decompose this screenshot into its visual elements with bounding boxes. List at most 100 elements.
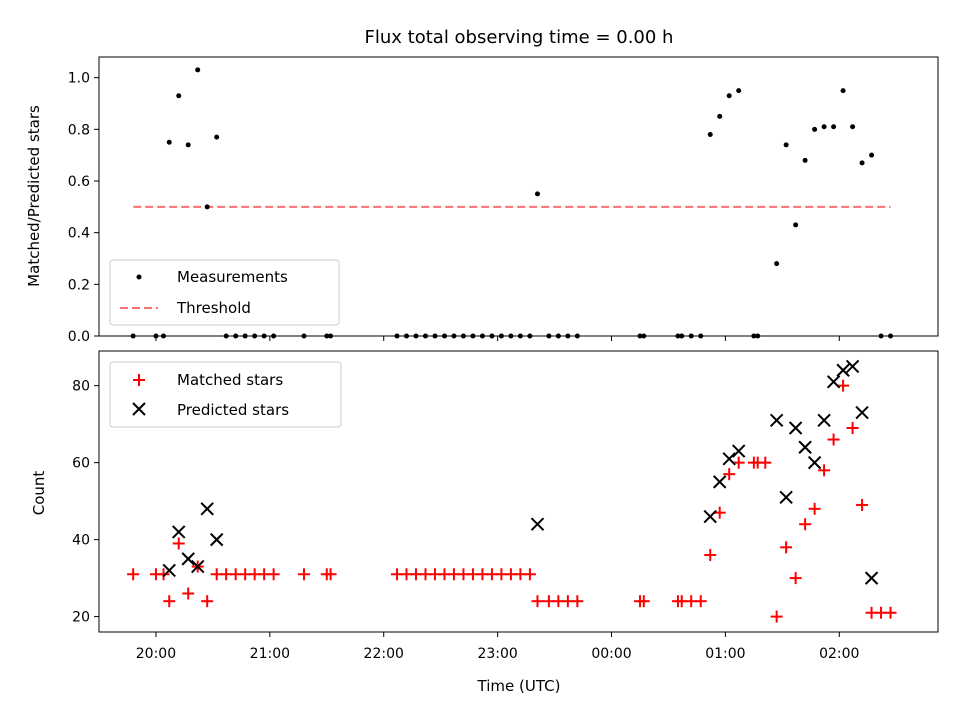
matched-star-point	[571, 595, 584, 608]
bottom-panel: 20 40 60 80 20:00 21:00 22:00 23:00 00:00 01:00 0…	[30, 350, 939, 695]
matched-star-point	[837, 379, 850, 392]
legend-predicted-label: Predicted stars	[177, 401, 289, 419]
x-tick-label: 01:00	[705, 646, 745, 662]
x-tick-label: 23:00	[477, 646, 517, 662]
bottom-y-axis-label: Count	[30, 471, 48, 516]
x-tick-label: 22:00	[364, 646, 404, 662]
measurement-point	[204, 204, 210, 210]
x-tick-label: 02:00	[819, 646, 859, 662]
bottom-y-axis: 20 40 60 80	[72, 379, 99, 626]
bottom-plot-frame	[98, 350, 939, 633]
predicted-star-point	[530, 517, 545, 531]
measurement-point	[717, 113, 723, 119]
predicted-star-point	[836, 363, 850, 377]
matched-star-point	[759, 456, 772, 469]
predicted-star-point	[731, 444, 746, 458]
legend-measurements-marker	[136, 274, 142, 280]
matched-star-point	[637, 595, 650, 608]
top-plot-frame	[98, 56, 939, 337]
matched-star-point	[127, 568, 140, 581]
matched-star-point	[713, 506, 726, 519]
measurement-point	[831, 124, 837, 130]
predicted-star-point	[181, 552, 195, 566]
predicted-star-point	[788, 421, 803, 435]
matched-star-point	[324, 568, 337, 581]
predicted-star-point	[172, 525, 186, 539]
measurement-point	[859, 160, 865, 166]
predicted-star-point	[845, 359, 860, 374]
bottom-y-tick-label: 80	[72, 379, 90, 395]
matched-star-point	[182, 587, 195, 600]
predicted-star-point	[855, 405, 869, 420]
measurement-point	[185, 142, 191, 148]
predicted-star-point	[703, 509, 717, 524]
predicted-star-point	[779, 490, 793, 504]
predicted-star-point	[798, 440, 812, 454]
measurement-point	[195, 67, 201, 73]
matched-star-point	[172, 537, 185, 550]
x-tick-label: 21:00	[250, 646, 290, 662]
predicted-star-point	[209, 532, 224, 547]
predicted-star-point	[826, 375, 841, 389]
top-y-tick-label: 0.0	[68, 329, 90, 345]
legend-matched-label: Matched stars	[177, 371, 283, 389]
legend-threshold-label: Threshold	[176, 299, 251, 317]
matched-star-point	[298, 568, 311, 581]
top-legend: Measurements Threshold	[109, 259, 340, 326]
top-y-tick-label: 0.4	[68, 226, 90, 242]
matched-star-point	[163, 595, 176, 608]
measurement-point	[166, 139, 172, 145]
measurement-point	[869, 152, 875, 158]
measurement-point	[812, 126, 818, 132]
predicted-star-point	[864, 571, 879, 585]
legend-predicted-marker	[132, 402, 146, 416]
chart-title: Flux total observing time = 0.00 h	[365, 27, 674, 48]
predicted-star-point	[769, 413, 784, 427]
matched-star-point	[704, 549, 717, 562]
matched-star-point	[780, 541, 793, 554]
x-tick-label: 20:00	[136, 646, 176, 662]
predicted-star-point	[817, 413, 831, 427]
bottom-x-axis: 20:00 21:00 22:00 23:00 00:00 01:00 02:00	[136, 632, 859, 662]
matched-star-point	[808, 502, 821, 515]
matched-star-point	[789, 572, 802, 585]
matched-star-point	[723, 468, 736, 481]
predicted-star-point	[713, 475, 727, 489]
predicted-star-point	[722, 452, 736, 466]
predicted-star-point	[200, 502, 214, 516]
bottom-legend-box	[109, 361, 342, 428]
measurement-point	[793, 222, 799, 228]
measurement-point	[840, 88, 846, 94]
top-panel: 0.0 0.2 0.4 0.6 0.8 1.0 Matched/Predicted sta…	[25, 56, 939, 345]
top-y-tick-label: 0.2	[68, 277, 90, 293]
measurement-point	[736, 88, 742, 94]
bottom-legend: Matched stars Predicted stars	[109, 361, 342, 428]
matched-star-point	[694, 595, 707, 608]
matched-star-point	[799, 518, 812, 531]
top-y-tick-label: 0.6	[68, 174, 90, 190]
legend-matched-marker	[133, 374, 145, 386]
top-y-tick-label: 1.0	[68, 71, 90, 87]
matched-star-point	[856, 498, 869, 511]
measurement-point	[214, 134, 220, 140]
bottom-y-tick-label: 20	[72, 610, 90, 626]
measurement-point	[783, 142, 789, 148]
measurement-point	[534, 191, 540, 197]
top-legend-box	[109, 259, 340, 326]
matched-star-point	[732, 456, 745, 469]
bottom-y-tick-label: 40	[72, 533, 90, 549]
top-y-tick-label: 0.8	[68, 122, 90, 138]
legend-measurements-label: Measurements	[177, 268, 288, 286]
measurement-point	[821, 124, 827, 130]
matched-star-point	[884, 606, 897, 619]
predicted-star-point	[162, 563, 176, 578]
predicted-star-point	[807, 455, 822, 470]
matched-star-point	[827, 433, 840, 446]
measurement-point	[176, 93, 182, 99]
x-axis-label: Time (UTC)	[477, 677, 561, 695]
matched-star-point	[531, 595, 544, 608]
matched-star-point	[818, 464, 831, 477]
top-y-axis: 0.0 0.2 0.4 0.6 0.8 1.0	[68, 71, 99, 345]
measurement-point	[707, 132, 713, 137]
